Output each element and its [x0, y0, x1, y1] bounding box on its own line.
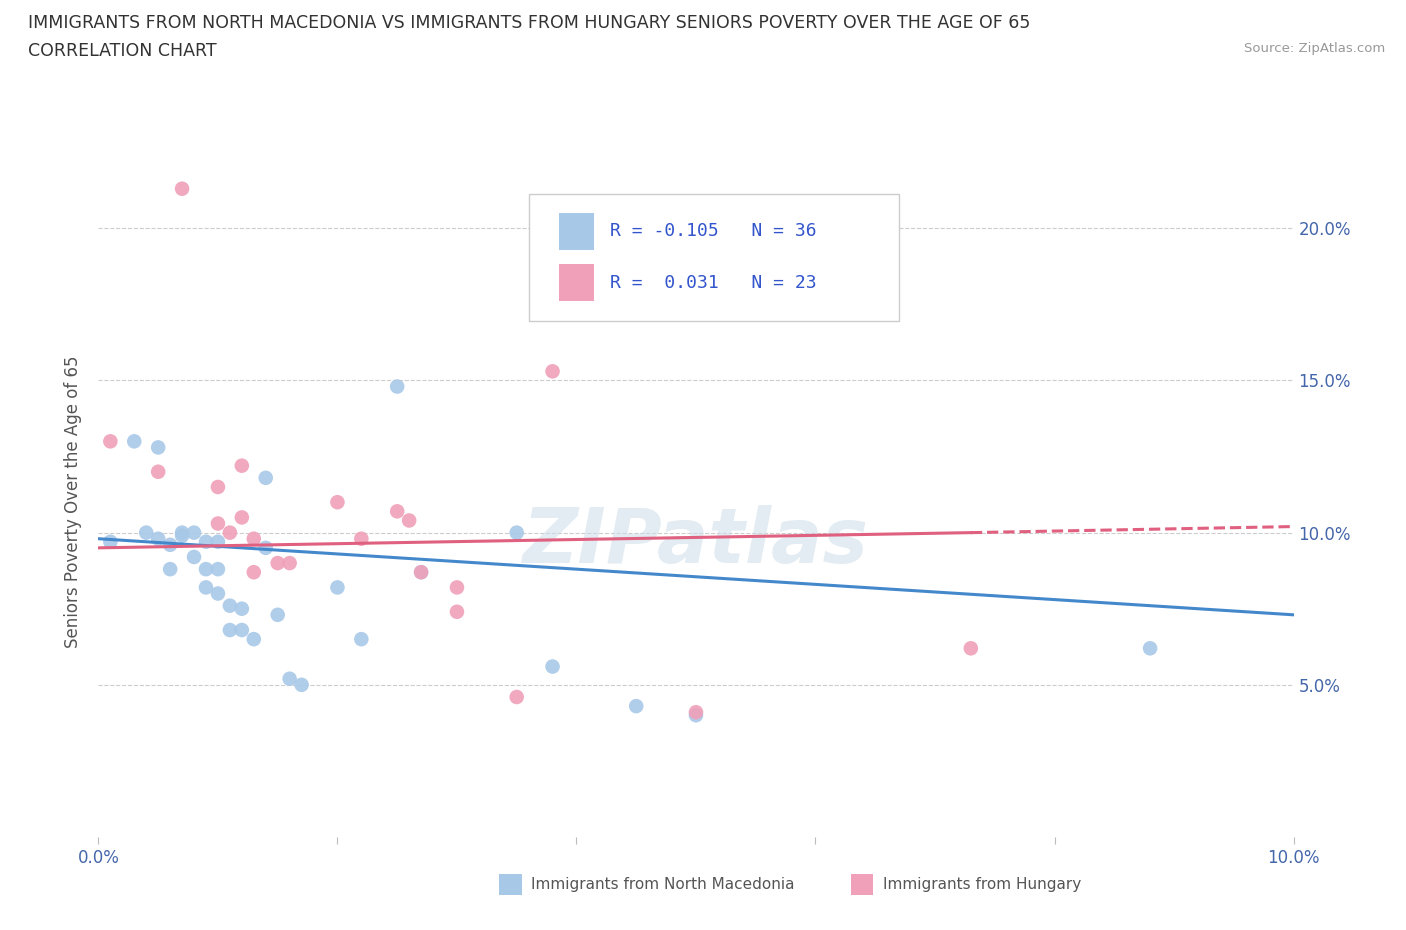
Point	[124, 434, 146, 449]
Point	[243, 631, 266, 646]
FancyBboxPatch shape	[529, 194, 900, 322]
Point	[385, 504, 409, 519]
Point	[541, 364, 564, 379]
Point	[267, 555, 290, 570]
Point	[207, 562, 229, 577]
Point	[100, 535, 122, 550]
Point	[326, 495, 349, 510]
Point	[172, 528, 194, 543]
Text: IMMIGRANTS FROM NORTH MACEDONIA VS IMMIGRANTS FROM HUNGARY SENIORS POVERTY OVER : IMMIGRANTS FROM NORTH MACEDONIA VS IMMIG…	[28, 14, 1031, 32]
Point	[398, 513, 420, 528]
Point	[411, 565, 433, 579]
Point	[148, 464, 170, 479]
Point	[350, 631, 373, 646]
Point	[291, 677, 314, 692]
Point	[195, 562, 218, 577]
Point	[219, 598, 242, 613]
Point	[960, 641, 983, 656]
Point	[159, 538, 181, 552]
Point	[685, 705, 707, 720]
Point	[254, 540, 277, 555]
Point	[243, 565, 266, 579]
Point	[506, 689, 529, 704]
Point	[506, 525, 529, 540]
Point	[195, 580, 218, 595]
Point	[219, 622, 242, 637]
Point	[446, 580, 468, 595]
Point	[243, 531, 266, 546]
Point	[626, 698, 648, 713]
Y-axis label: Seniors Poverty Over the Age of 65: Seniors Poverty Over the Age of 65	[65, 356, 83, 648]
Point	[385, 379, 409, 394]
Point	[195, 535, 218, 550]
Point	[207, 586, 229, 601]
Point	[207, 480, 229, 495]
Point	[254, 471, 277, 485]
Point	[446, 604, 468, 619]
Text: CORRELATION CHART: CORRELATION CHART	[28, 42, 217, 60]
Point	[100, 434, 122, 449]
Bar	[558, 264, 595, 301]
Text: R =  0.031   N = 23: R = 0.031 N = 23	[610, 273, 817, 292]
Point	[541, 659, 564, 674]
Text: Immigrants from Hungary: Immigrants from Hungary	[883, 877, 1081, 892]
Point	[1139, 641, 1161, 656]
Point	[411, 565, 433, 579]
Point	[231, 622, 253, 637]
Point	[278, 555, 301, 570]
Point	[135, 525, 157, 540]
Point	[183, 550, 205, 565]
Point	[183, 525, 205, 540]
Point	[219, 525, 242, 540]
Point	[231, 458, 253, 473]
Point	[267, 607, 290, 622]
Point	[172, 525, 194, 540]
Point	[159, 562, 181, 577]
Point	[326, 580, 349, 595]
Point	[278, 671, 301, 686]
Point	[231, 510, 253, 525]
Point	[172, 181, 194, 196]
Point	[148, 440, 170, 455]
Text: Source: ZipAtlas.com: Source: ZipAtlas.com	[1244, 42, 1385, 55]
Point	[148, 531, 170, 546]
Bar	[558, 213, 595, 250]
Text: ZIPatlas: ZIPatlas	[523, 505, 869, 579]
Point	[207, 535, 229, 550]
Text: Immigrants from North Macedonia: Immigrants from North Macedonia	[531, 877, 794, 892]
Point	[207, 516, 229, 531]
Point	[350, 531, 373, 546]
Point	[685, 708, 707, 723]
Point	[231, 602, 253, 617]
Text: R = -0.105   N = 36: R = -0.105 N = 36	[610, 222, 817, 241]
